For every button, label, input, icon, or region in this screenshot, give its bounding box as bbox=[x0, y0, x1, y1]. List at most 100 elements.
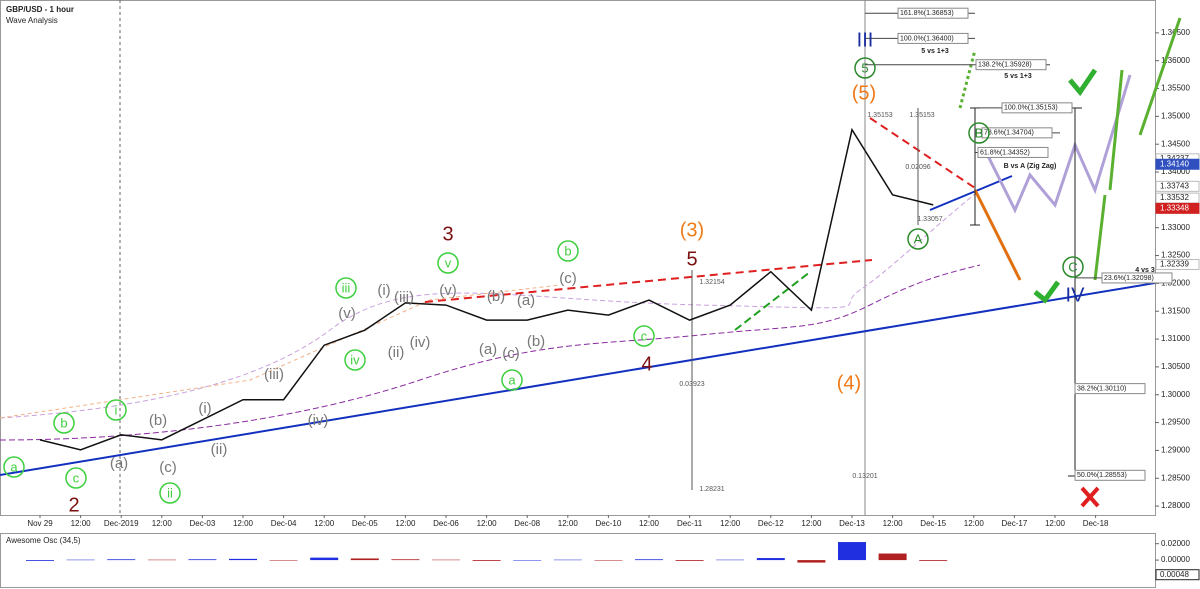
x-tick-label: Dec-10 bbox=[596, 519, 622, 528]
wave-label: (iii) bbox=[394, 289, 414, 306]
osc-bar bbox=[635, 559, 663, 561]
osc-bar bbox=[594, 560, 623, 561]
wave-label: (c) bbox=[559, 270, 577, 287]
x-tick-label: Nov 29 bbox=[27, 519, 53, 528]
x-tick-label: 12:00 bbox=[720, 519, 741, 528]
x-tick-label: 12:00 bbox=[395, 519, 416, 528]
price-marker bbox=[1155, 180, 1200, 192]
fib-label: 100.0%(1.36400) bbox=[900, 35, 954, 42]
y-tick-label: 1.31000 bbox=[1161, 334, 1190, 343]
fib-label: 78.6%(1.34704) bbox=[984, 130, 1034, 137]
wave-label: ii bbox=[167, 485, 173, 500]
wave-circle bbox=[105, 399, 127, 421]
fib-label: 50.0%(1.28553) bbox=[1077, 472, 1127, 479]
wave-label: iv bbox=[350, 352, 360, 367]
wave-circle bbox=[907, 228, 929, 250]
wave-circle bbox=[53, 412, 75, 434]
wave-label: IV bbox=[1066, 284, 1086, 306]
wave-label: (iv) bbox=[308, 412, 329, 429]
y-tick-label: 1.30500 bbox=[1161, 362, 1190, 371]
wave-label: 3 bbox=[442, 223, 453, 245]
note: 5 vs 1+3 bbox=[1004, 73, 1032, 80]
x-tick-label: Dec-05 bbox=[352, 519, 378, 528]
osc-bar bbox=[310, 557, 339, 561]
price-marker-label: 1.32339 bbox=[1160, 260, 1189, 269]
fib-label: 61.8%(1.34352) bbox=[980, 149, 1030, 156]
wave-label: (a) bbox=[479, 341, 497, 358]
y-tick-label: 1.31500 bbox=[1161, 306, 1190, 315]
osc-bar bbox=[432, 559, 460, 561]
x-tick-label: Dec-2019 bbox=[104, 519, 139, 528]
y-tick-label: 1.35000 bbox=[1161, 111, 1190, 120]
moving-average bbox=[0, 189, 981, 419]
y-tick-label: 1.36000 bbox=[1161, 56, 1190, 65]
x-tick-label: 12:00 bbox=[964, 519, 985, 528]
wave-circle bbox=[159, 482, 181, 504]
wave-label: A bbox=[914, 231, 923, 246]
wave-label: i bbox=[115, 402, 118, 417]
measurement: 1.28231 bbox=[699, 486, 724, 493]
wave-label: (iii) bbox=[264, 366, 284, 383]
fib-box bbox=[1101, 272, 1173, 284]
x-tick-label: 12:00 bbox=[152, 519, 173, 528]
wave-label: c bbox=[641, 328, 648, 343]
wave-label: (b) bbox=[149, 412, 167, 429]
wave-label: iii bbox=[342, 280, 351, 295]
trend-line bbox=[734, 271, 811, 331]
wave-circle bbox=[557, 240, 579, 262]
fib-box bbox=[977, 146, 1049, 158]
osc-bar bbox=[838, 542, 866, 561]
osc-bar bbox=[26, 560, 54, 561]
x-tick-label: Dec-18 bbox=[1083, 519, 1109, 528]
wave-label: (ii) bbox=[388, 344, 405, 361]
wave-label: (a) bbox=[110, 455, 128, 472]
wave-circle bbox=[501, 369, 523, 391]
fib-box bbox=[1074, 469, 1146, 481]
fib-box bbox=[1074, 383, 1146, 395]
measurement: 1.35153 bbox=[867, 112, 892, 119]
x-tick-label: 12:00 bbox=[71, 519, 92, 528]
x-tick-label: Dec-13 bbox=[839, 519, 865, 528]
price-marker bbox=[1155, 259, 1200, 271]
wave-label: (3) bbox=[680, 219, 704, 241]
price-marker-label: 1.33532 bbox=[1160, 193, 1189, 202]
projection-arrow bbox=[958, 49, 977, 109]
price-marker-label: 1.34140 bbox=[1160, 159, 1189, 168]
wave-label: (c) bbox=[159, 459, 177, 476]
wave-circle bbox=[335, 277, 357, 299]
measurement: 1.33057 bbox=[917, 216, 942, 223]
osc-bar bbox=[269, 560, 298, 561]
wave-circle bbox=[1062, 256, 1084, 278]
measurement: 0.13201 bbox=[852, 473, 877, 480]
measurement: 1.32154 bbox=[699, 279, 724, 286]
wave-label: 2 bbox=[68, 494, 79, 516]
wave-label: C bbox=[1068, 259, 1077, 274]
price-line bbox=[39, 127, 934, 451]
wave-label: (5) bbox=[852, 82, 876, 104]
projection-arrow bbox=[973, 189, 1022, 281]
wave-label: v bbox=[445, 255, 452, 270]
moving-average bbox=[0, 264, 981, 441]
fib-box bbox=[897, 7, 969, 19]
osc-bar bbox=[350, 558, 379, 561]
check-mark bbox=[1033, 68, 1098, 304]
osc-bar bbox=[553, 559, 582, 561]
y-tick-label: 1.32500 bbox=[1161, 251, 1190, 260]
note: B vs A (Zig Zag) bbox=[1004, 163, 1057, 170]
x-tick-label: Dec-15 bbox=[920, 519, 946, 528]
wave-label: 5 bbox=[686, 248, 697, 270]
x-tick-label: Dec-11 bbox=[677, 519, 703, 528]
osc-bar bbox=[391, 559, 420, 561]
osc-bar bbox=[797, 560, 826, 563]
wave-label: 4 bbox=[641, 353, 652, 375]
wave-label: (ii) bbox=[211, 441, 228, 458]
trend-line bbox=[0, 282, 1156, 476]
wave-circle bbox=[344, 349, 366, 371]
osc-bar bbox=[513, 560, 542, 561]
y-tick-label: 1.35500 bbox=[1161, 84, 1190, 93]
wave-label: 5 bbox=[861, 60, 868, 75]
osc-bar bbox=[188, 559, 217, 561]
y-tick-label: 1.29500 bbox=[1161, 418, 1190, 427]
wave-label: c bbox=[73, 470, 80, 485]
